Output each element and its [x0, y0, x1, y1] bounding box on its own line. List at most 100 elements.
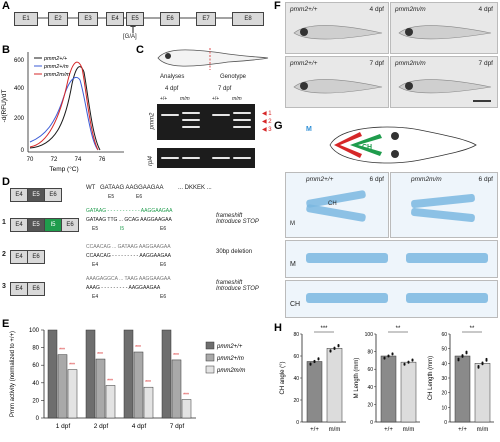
- gel-age-7dpf: 7 dpf: [218, 86, 232, 92]
- d-row1-exon-label-3: E6: [160, 226, 167, 232]
- h2-point: [407, 360, 410, 363]
- e-y-tick-label: 100: [29, 328, 40, 334]
- d-row1-exon-e6: E6: [61, 218, 79, 232]
- cartilage-m-closeup: M: [285, 240, 498, 278]
- h1-ylabel: CH angle (°): [280, 361, 286, 394]
- svg-text:400: 400: [14, 86, 25, 92]
- band-arrow-1: ◀ 1: [262, 111, 272, 117]
- gel-age-4dpf: 4 dpf: [165, 86, 179, 92]
- e-legend-swatch: [205, 365, 215, 374]
- larva-photo-wt-7dpf: pmm2+/+ 7 dpf: [285, 56, 389, 108]
- h3-y-tick-label: 0: [444, 420, 447, 426]
- exon-e4: E4: [106, 12, 124, 26]
- gel-gene-rpl4: rpl4: [148, 155, 155, 167]
- melt-xlabel: Temp (°C): [49, 165, 78, 173]
- d-row3-seq-top: AAAGAGGCA ... TAAG AAGGAAGAA: [86, 276, 171, 282]
- panel-label-d: D: [2, 176, 10, 188]
- h2-y-tick-label: 80: [367, 350, 373, 356]
- panel-label-c: C: [136, 44, 144, 56]
- svg-text:74: 74: [75, 157, 82, 163]
- h3-significance: **: [470, 326, 475, 332]
- band-arrow-3: ◀ 3: [262, 127, 272, 133]
- d-row2-exon-e4: E4: [10, 250, 28, 264]
- h3-y-tick-label: 50: [441, 347, 447, 353]
- d-row1-exon-label-1: E5: [92, 226, 99, 232]
- e-y-tick-label: 60: [32, 363, 39, 369]
- h1-point: [337, 344, 340, 346]
- h1-y-tick-label: 40: [293, 376, 299, 382]
- e-legend-label: pmm2+/+: [216, 344, 243, 350]
- h3-point: [477, 364, 480, 367]
- gel-rpl4: [157, 148, 255, 168]
- h1-point: [317, 357, 320, 360]
- h1-point: [333, 346, 336, 349]
- cartilage-photo-wt: pmm2+/+ 6 dpf CH M: [285, 172, 389, 238]
- e-significance: ***: [173, 353, 179, 359]
- melt-curve-chart: 600 400 200 0 70 72 74 76 Temp (°C) -d(R…: [1, 52, 124, 173]
- e-bar-pmm2+/m: [95, 358, 106, 419]
- gel-geno-1: +/+: [160, 96, 168, 102]
- h3-y-tick-label: 20: [441, 391, 447, 397]
- cartilage-photo-mut: pmm2m/m 6 dpf: [390, 172, 498, 238]
- d-row2-exon-e6: E6: [27, 250, 45, 264]
- h3-point: [465, 350, 468, 353]
- legend-het: pmm2+/m: [43, 64, 69, 70]
- exon-e7: E7: [196, 12, 216, 26]
- ch-length-chart: 0 10 20 30 40 50 60 CH Length (mm) +/+ m/m **: [428, 326, 494, 433]
- e-bar-pmm2+/+: [47, 329, 58, 419]
- h2-bar: [400, 361, 417, 423]
- h3-y-tick-label: 40: [441, 361, 447, 367]
- band-arrow-2: ◀ 2: [262, 119, 272, 125]
- e-y-tick-label: 20: [32, 398, 39, 404]
- g-wt-m-label: M: [290, 221, 295, 227]
- gel-geno-4: m/m: [232, 96, 242, 102]
- d-row2-exon-label-2: E6: [160, 262, 167, 268]
- d-row1-exon-i5: I5: [44, 218, 62, 232]
- d-row3-exon-e6: E6: [27, 282, 45, 296]
- d-wt-exon-e4: E4: [10, 188, 28, 202]
- gel-gene-pmm2: pmm2: [149, 112, 156, 130]
- h3-bar: [474, 363, 491, 423]
- e-bar-pmm2+/m: [171, 359, 182, 419]
- h1-y-tick-label: 80: [293, 332, 299, 338]
- h1-bar: [306, 361, 323, 423]
- g-wt-ch-label: CH: [328, 201, 337, 207]
- gel-geno-2: m/m: [180, 96, 190, 102]
- h3-point: [461, 354, 464, 357]
- h3-category-label: +/+: [458, 427, 467, 433]
- d-row1-num: 1: [2, 219, 6, 226]
- d-row1-exon-e4: E4: [10, 218, 28, 232]
- h1-point: [313, 359, 316, 362]
- e-significance: ***: [183, 393, 189, 399]
- h1-y-tick-label: 60: [293, 354, 299, 360]
- h2-bar: [380, 355, 397, 423]
- h1-bar: [326, 348, 343, 423]
- e-bar-pmm2+/+: [123, 329, 134, 419]
- e-bar-pmm2m/m: [67, 369, 78, 419]
- d-row1-seq-top: GATAAG - - - - - - - - - - - AAGGAAGAA: [86, 208, 173, 214]
- larva-illustration: [157, 48, 269, 70]
- larva-photo-wt-4dpf: pmm2+/+ 4 dpf: [285, 2, 389, 54]
- melt-curve-wt: [29, 66, 101, 151]
- exon-e3: E3: [78, 12, 98, 26]
- d-wt-label: WT: [86, 185, 96, 191]
- h1-point: [309, 362, 312, 365]
- e-ylabel: Pmm activity (normalized to +/+): [10, 331, 16, 417]
- h3-point: [485, 357, 488, 360]
- e-bar-pmm2m/m: [143, 386, 154, 419]
- g-m-label: M: [306, 126, 312, 133]
- svg-text:72: 72: [51, 157, 58, 163]
- h3-point: [481, 361, 484, 364]
- h2-y-tick-label: 0: [370, 420, 373, 426]
- h2-y-tick-label: 20: [367, 402, 373, 408]
- h3-category-label: m/m: [477, 427, 489, 433]
- h2-point: [383, 356, 386, 359]
- panel-label-g: G: [274, 120, 283, 132]
- d-row1-exon-label-2: I5: [120, 226, 125, 232]
- h1-category-label: m/m: [329, 427, 341, 433]
- h2-y-tick-label: 60: [367, 367, 373, 373]
- d-row3-effect: frameshift Introduce STOP: [216, 280, 259, 292]
- h2-significance: **: [396, 326, 401, 332]
- d-wt-exon-label-2: E6: [136, 194, 143, 200]
